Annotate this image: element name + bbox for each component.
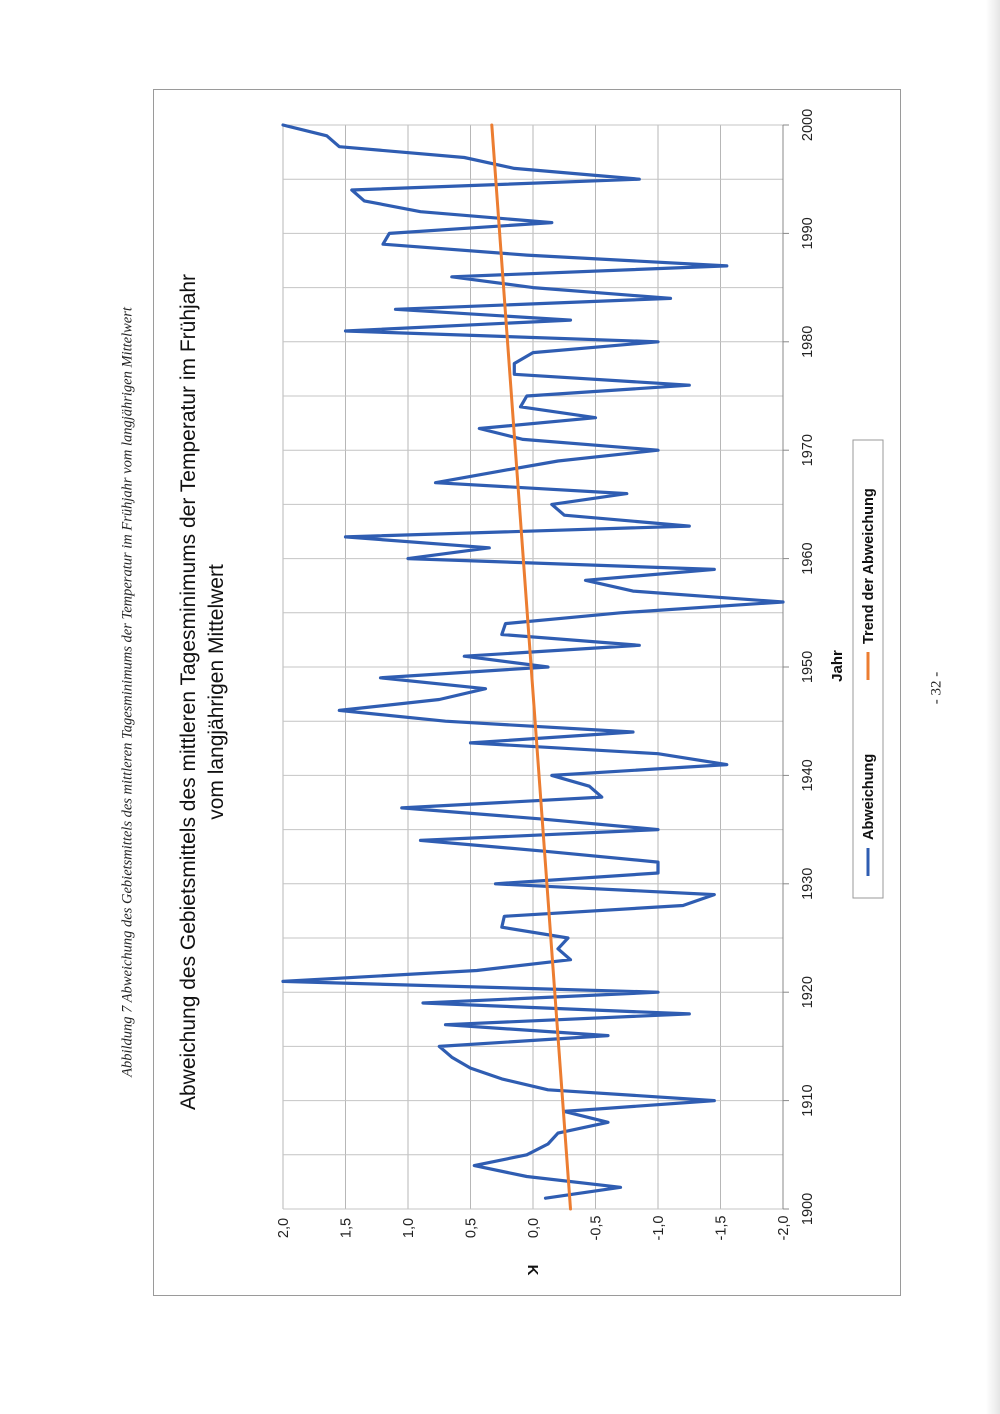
x-tick-label: 1900: [800, 1193, 816, 1225]
x-tick-label: 1980: [800, 326, 816, 358]
y-tick-label: -0,5: [589, 1216, 605, 1241]
legend-label-abweichung: Abweichung: [861, 754, 877, 840]
y-tick-labels: 2,0 1,5 1,0 0,5 0,0 -0,5 -1,0 -1,5 -2,0: [276, 1216, 792, 1241]
y-tick-label: 1,5: [339, 1218, 355, 1238]
plot-border: [782, 124, 789, 1210]
x-tick-label: 1970: [800, 434, 816, 466]
y-tick-label: -2,0: [776, 1216, 792, 1241]
y-tick-label: 2,0: [276, 1218, 292, 1238]
chart-title: Abweichung des Gebietsmittels des mittle…: [177, 274, 200, 1110]
chart-subtitle: vom langjährigen Mittelwert: [205, 564, 228, 820]
x-tick-label: 1920: [800, 976, 816, 1008]
x-tick-label: 1990: [800, 217, 816, 249]
y-tick-label: 0,5: [464, 1218, 480, 1238]
grid-layer: [282, 124, 784, 1210]
chart-legend: Abweichung Trend der Abweichung: [852, 439, 884, 899]
series-line-abweichung: [281, 123, 785, 1200]
x-tick-label: 1940: [800, 759, 816, 791]
y-tick-label: -1,0: [651, 1216, 667, 1241]
chart-frame: [153, 89, 901, 1296]
x-tick-label: 2000: [800, 109, 816, 141]
series-layer: [281, 123, 785, 1211]
y-tick-label: 1,0: [401, 1218, 417, 1238]
x-tick-label: 1950: [800, 651, 816, 683]
x-axis-label: Jahr: [829, 650, 846, 682]
y-tick-label: 0,0: [526, 1218, 542, 1238]
series-line-trend: [490, 123, 572, 1211]
x-tick-label: 1910: [800, 1084, 816, 1116]
x-tick-labels: 1900 1910 1920 1930 1940 1950 1960 1970 1980 1990…: [800, 109, 816, 1225]
y-axis-label: K: [524, 1265, 541, 1276]
x-tick-label: 1960: [800, 542, 816, 574]
x-tick-label: 1930: [800, 868, 816, 900]
y-tick-label: -1,5: [714, 1216, 730, 1241]
page-edge-shadow: [986, 0, 1000, 1414]
legend-label-trend: Trend der Abweichung: [861, 488, 877, 644]
